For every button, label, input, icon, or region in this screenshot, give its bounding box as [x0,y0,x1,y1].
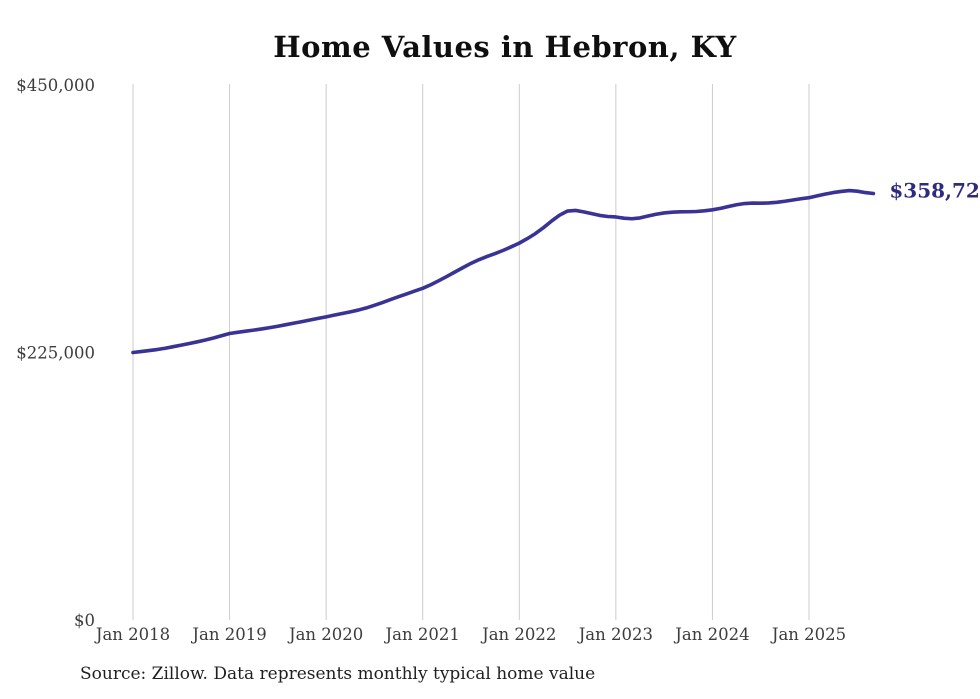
y-tick-label: $225,000 [16,343,95,362]
x-tick-label: Jan 2024 [673,625,749,644]
x-tick-label: Jan 2022 [480,625,556,644]
x-tick-label: Jan 2020 [287,625,363,644]
chart-title: Home Values in Hebron, KY [273,30,737,64]
x-tick-label: Jan 2025 [770,625,846,644]
x-tick-label: Jan 2019 [190,625,266,644]
x-tick-label: Jan 2021 [384,625,460,644]
source-note: Source: Zillow. Data represents monthly … [80,664,596,684]
latest-value-label: $358,722 [889,179,980,203]
x-tick-label: Jan 2018 [94,625,170,644]
x-tick-label: Jan 2023 [577,625,653,644]
y-tick-label: $0 [74,611,95,630]
y-tick-label: $450,000 [16,76,95,95]
series-line [131,188,876,355]
